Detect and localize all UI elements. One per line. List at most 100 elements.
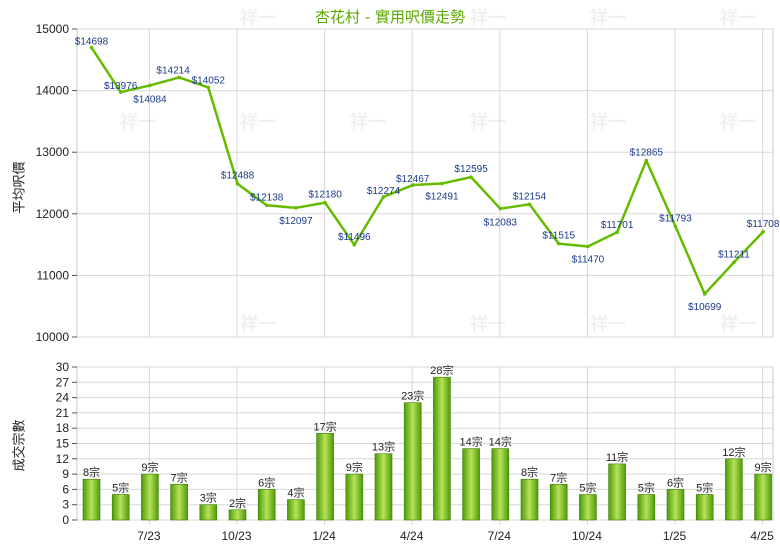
price-data-label: $12865	[630, 148, 664, 159]
volume-bar	[433, 376, 451, 521]
volume-bar	[725, 458, 743, 521]
price-data-label: $12467	[396, 174, 430, 185]
watermark-text: 祥一	[470, 7, 506, 28]
price-point	[206, 85, 211, 90]
price-data-label: $11515	[542, 231, 575, 242]
price-data-label: $10699	[688, 302, 722, 313]
x-tick-label: 1/25	[663, 529, 687, 543]
volume-y-tick-label: 24	[56, 391, 70, 405]
price-data-label: $11470	[572, 254, 605, 265]
watermark-text: 祥一	[470, 111, 506, 132]
price-point	[89, 45, 94, 50]
watermark-text: 祥一	[470, 313, 506, 334]
volume-y-tick-label: 30	[56, 360, 70, 374]
x-tick-label: 7/24	[488, 529, 512, 543]
watermark-text: 祥一	[240, 7, 276, 28]
price-data-label: $12138	[250, 192, 284, 203]
watermark-text: 祥一	[350, 111, 386, 132]
price-data-label: $12488	[221, 171, 255, 182]
volume-bar	[637, 494, 656, 521]
price-point	[410, 183, 415, 187]
volume-y-tick-label: 6	[62, 482, 69, 496]
volume-data-label: 5宗	[579, 481, 596, 495]
volume-bar	[549, 483, 568, 521]
x-tick-label: 4/25	[750, 529, 774, 543]
x-tick-label: 1/24	[312, 529, 336, 543]
x-tick-label: 10/23	[221, 529, 251, 543]
price-point	[177, 75, 181, 80]
price-data-label: $14214	[156, 65, 190, 76]
volume-data-label: 23宗	[401, 389, 424, 403]
volume-bar	[666, 489, 685, 521]
price-point	[148, 83, 152, 88]
price-data-label: $14698	[75, 37, 109, 48]
price-point	[615, 230, 619, 235]
price-data-label: $11496	[338, 232, 371, 243]
price-point	[118, 90, 123, 94]
price-y-tick-label: 10000	[36, 330, 70, 344]
volume-y-tick-label: 12	[56, 452, 70, 466]
volume-bar	[82, 478, 101, 521]
volume-data-label: 7宗	[550, 470, 567, 484]
volume-data-label: 3宗	[200, 491, 217, 505]
watermark-text: 祥一	[720, 7, 756, 28]
price-point	[527, 202, 532, 207]
price-data-label: $12595	[454, 164, 488, 175]
volume-bar	[287, 499, 305, 521]
volume-bar	[695, 494, 714, 521]
volume-y-tick-label: 21	[56, 406, 70, 420]
price-y-tick-label: 15000	[36, 22, 70, 36]
volume-y-tick-label: 15	[56, 437, 70, 451]
volume-data-label: 17宗	[313, 419, 336, 433]
volume-bar	[228, 509, 247, 521]
volume-y-tick-label: 9	[62, 467, 69, 481]
volume-data-label: 14宗	[459, 435, 482, 449]
volume-bar	[316, 432, 334, 521]
volume-data-label: 5宗	[112, 481, 129, 495]
price-data-label: $12180	[308, 190, 342, 201]
volume-bar	[170, 483, 188, 521]
volume-y-tick-label: 0	[62, 513, 69, 527]
price-point	[440, 181, 444, 186]
price-data-label: $13976	[104, 81, 138, 92]
price-data-label: $12154	[513, 191, 547, 202]
volume-data-label: 9宗	[141, 460, 158, 474]
watermark-text: 祥一	[120, 111, 156, 132]
volume-bar	[111, 494, 130, 521]
price-y-tick-label: 13000	[36, 145, 70, 159]
volume-bar	[579, 494, 597, 521]
volume-data-label: 6宗	[667, 475, 684, 489]
x-tick-label: 4/24	[400, 529, 424, 543]
volume-data-label: 11宗	[606, 450, 628, 464]
volume-bar	[520, 478, 539, 521]
volume-data-label: 5宗	[638, 481, 655, 495]
volume-bar	[345, 473, 364, 521]
volume-data-label: 9宗	[755, 460, 772, 474]
price-data-label: $11211	[718, 249, 750, 260]
price-data-label: $11701	[601, 220, 634, 231]
volume-bar	[199, 504, 218, 521]
watermark-text: 祥一	[720, 313, 756, 334]
watermark-text: 祥一	[590, 313, 626, 334]
price-y-tick-label: 12000	[36, 207, 70, 221]
volume-bar	[141, 473, 159, 521]
volume-data-label: 2宗	[229, 496, 246, 510]
x-tick-label: 10/24	[572, 529, 602, 543]
price-point	[264, 203, 269, 208]
volume-data-label: 14宗	[489, 435, 512, 449]
volume-bar	[491, 448, 510, 521]
price-data-label: $14052	[192, 75, 226, 86]
price-point	[381, 195, 386, 199]
price-point	[556, 241, 561, 246]
price-line	[90, 46, 765, 296]
price-data-label: $12274	[367, 186, 401, 197]
price-data-label: $12491	[425, 192, 459, 203]
price-point	[761, 229, 765, 234]
watermark-text: 祥一	[720, 111, 756, 132]
volume-data-label: 9宗	[346, 460, 363, 474]
price-data-label: $11708	[747, 219, 780, 230]
volume-data-label: 8宗	[83, 465, 100, 479]
price-point	[235, 181, 240, 186]
